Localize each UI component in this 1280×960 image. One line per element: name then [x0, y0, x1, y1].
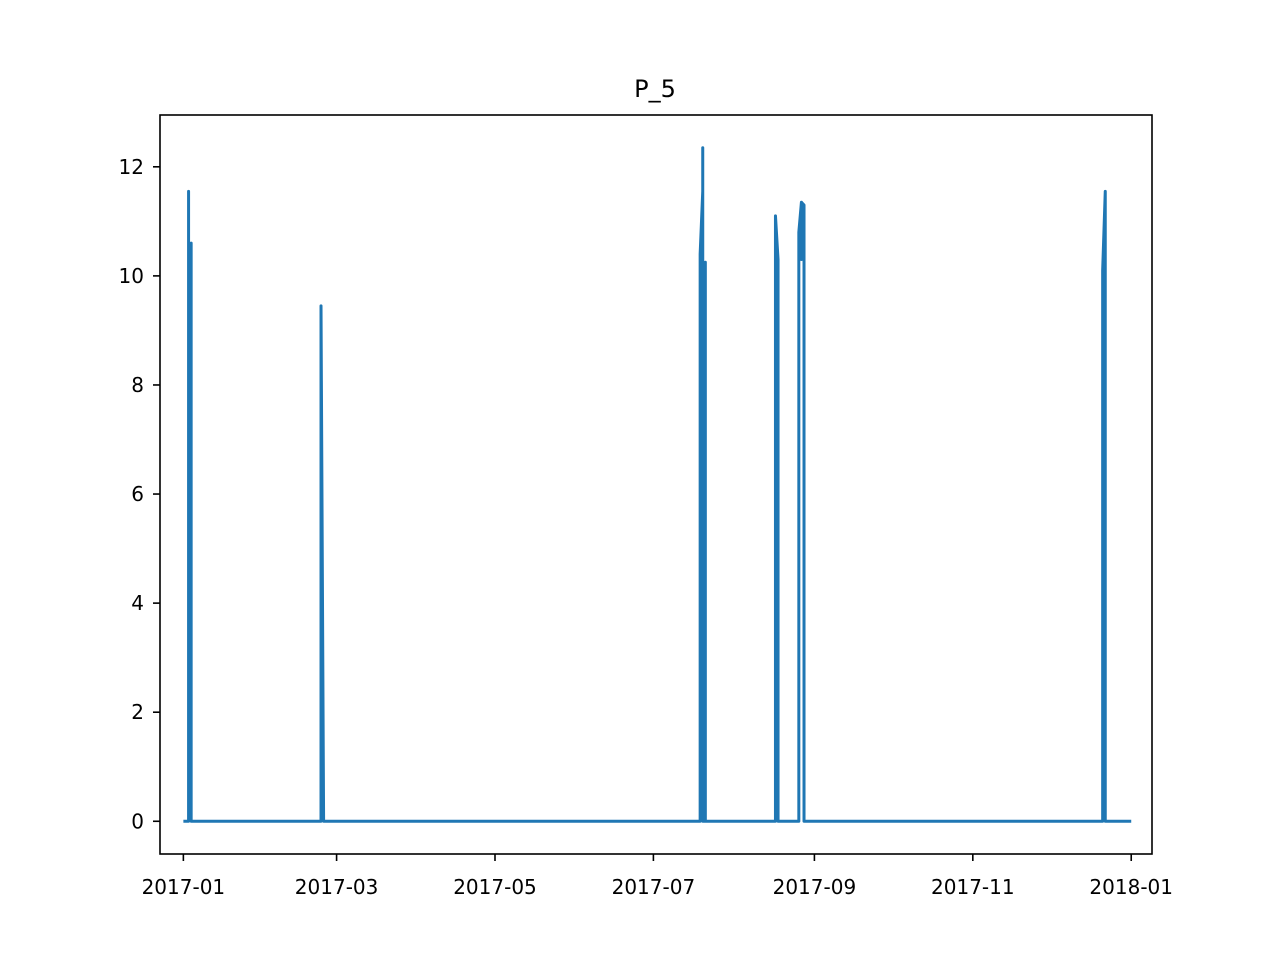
y-tick-label: 8	[131, 373, 144, 397]
y-tick-label: 0	[131, 809, 144, 833]
chart-title: P_5	[634, 75, 676, 103]
x-tick-label: 2017-11	[931, 875, 1015, 899]
x-axis: 2017-01 2017-03 2017-05 2017-07 2017-09 2017-…	[142, 854, 1173, 899]
y-axis: 0 2 4 6 8 10 12	[119, 155, 160, 833]
y-tick-label: 2	[131, 700, 144, 724]
y-tick-label: 10	[119, 264, 144, 288]
x-tick-label: 2017-09	[773, 875, 857, 899]
x-tick-label: 2017-07	[612, 875, 696, 899]
x-tick-label: 2017-05	[453, 875, 537, 899]
plot-area	[183, 146, 1132, 823]
x-tick-label: 2018-01	[1089, 875, 1173, 899]
y-tick-label: 4	[131, 591, 144, 615]
axes-frame	[159, 114, 1153, 855]
y-tick-label: 6	[131, 482, 144, 506]
x-tick-label: 2017-03	[295, 875, 379, 899]
x-tick-label: 2017-01	[142, 875, 226, 899]
y-tick-label: 12	[119, 155, 144, 179]
series-line	[183, 146, 1132, 823]
